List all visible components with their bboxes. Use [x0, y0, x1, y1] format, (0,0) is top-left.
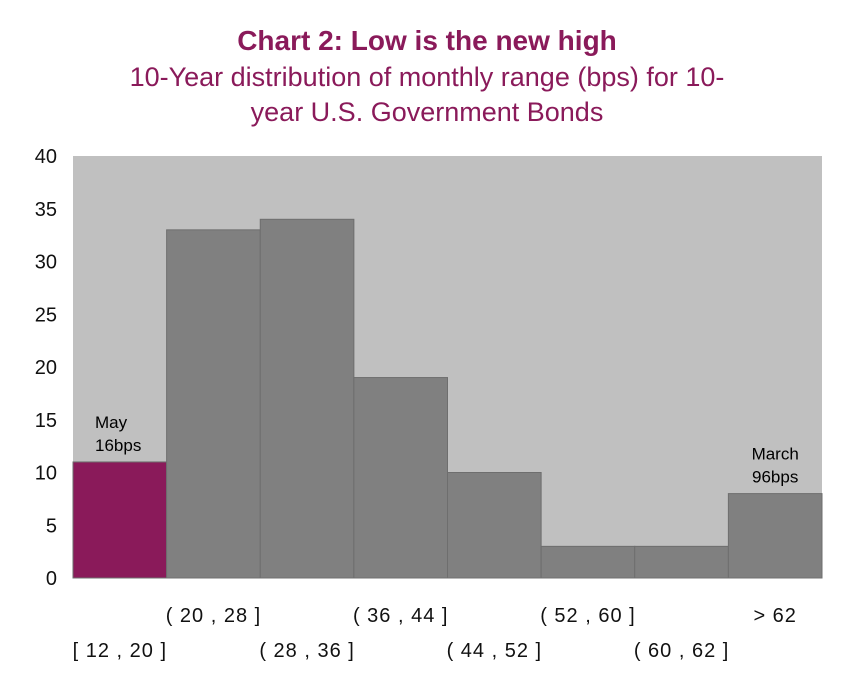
y-tick-label: 20 [35, 357, 57, 379]
y-tick-label: 35 [35, 199, 57, 221]
bar-0 [72, 461, 168, 579]
annotation-label: March [752, 445, 799, 464]
x-tick-label: ( 44 , 52 ] [447, 640, 543, 662]
y-tick-label: 30 [35, 252, 57, 274]
y-tick-label: 10 [35, 463, 57, 485]
bar-2 [259, 218, 355, 579]
x-tick-label: [ 12 , 20 ] [73, 640, 167, 662]
chart-subtitle-line2: year U.S. Government Bonds [251, 97, 604, 127]
chart-subtitle-line1: 10-Year distribution of monthly range (b… [130, 62, 725, 92]
y-tick-label: 25 [35, 304, 57, 326]
bar-1 [166, 229, 261, 579]
bar-3 [353, 377, 448, 579]
annotation-value: 16bps [95, 436, 141, 455]
x-tick-label: ( 60 , 62 ] [634, 640, 730, 662]
y-tick-label: 40 [35, 146, 57, 168]
x-tick-label: ( 28 , 36 ] [259, 640, 355, 662]
y-tick-label: 15 [35, 410, 57, 432]
y-tick-label: 5 [46, 515, 57, 537]
bar-6 [634, 545, 729, 579]
x-tick-label: ( 36 , 44 ] [353, 605, 449, 627]
annotation-value: 96bps [752, 468, 798, 487]
bar-5 [540, 545, 636, 579]
bar-4 [447, 472, 542, 579]
chart-title: Chart 2: Low is the new high [237, 25, 617, 56]
x-tick-label: ( 52 , 60 ] [540, 605, 636, 627]
bar-7 [727, 493, 823, 579]
x-tick-label: > 62 [753, 605, 796, 627]
x-tick-label: ( 20 , 28 ] [166, 605, 262, 627]
annotation-label: May [95, 413, 128, 432]
y-tick-label: 0 [46, 568, 57, 590]
